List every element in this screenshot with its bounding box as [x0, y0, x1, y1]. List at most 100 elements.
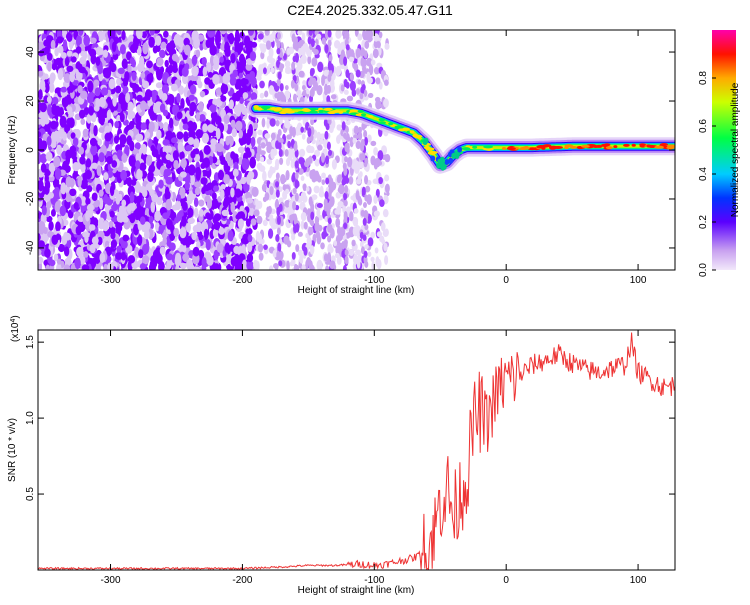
heatmap-noise-cell	[309, 226, 314, 235]
heatmap-noise-cell	[121, 58, 128, 70]
heatmap-noise-cell	[80, 50, 86, 57]
heatmap-noise-cell	[342, 265, 347, 270]
heatmap-noise-cell	[297, 231, 303, 237]
snr-ytick-label: 1.0	[25, 411, 36, 425]
heatmap-noise-cell	[362, 30, 367, 39]
heatmap-noise-cell	[324, 130, 329, 140]
heatmap-noise-cell	[126, 51, 132, 61]
heatmap-noise-cell	[199, 114, 206, 123]
heatmap-noise-cell	[292, 55, 297, 63]
snr-ytick-label: 0.5	[25, 487, 36, 501]
heatmap-noise-cell	[82, 128, 89, 138]
heatmap-noise-cell	[337, 201, 344, 208]
heatmap-noise-cell	[212, 185, 220, 192]
heatmap-noise-cell	[235, 120, 243, 131]
heatmap-noise-cell	[355, 249, 362, 256]
heatmap-noise-cell	[73, 201, 79, 210]
heatmap-noise-cell	[48, 221, 54, 231]
heatmap-noise-cell	[232, 69, 238, 78]
heatmap-noise-cell	[316, 259, 323, 270]
heatmap-noise-cell	[56, 258, 62, 265]
heatmap-noise-cell	[375, 77, 381, 85]
heatmap-noise-cell	[364, 260, 369, 268]
heatmap-noise-cell	[48, 191, 54, 199]
heatmap-noise-cell	[163, 30, 169, 38]
heatmap-noise-cell	[382, 209, 389, 218]
heatmap-noise-cell	[337, 230, 344, 242]
heatmap-noise-cell	[276, 48, 281, 55]
heatmap-noise-cell	[129, 201, 136, 212]
heatmap-noise-cell	[91, 236, 99, 245]
heatmap-noise-cell	[69, 188, 77, 197]
heatmap-noise-cell	[260, 51, 265, 60]
heatmap-noise-cell	[264, 90, 269, 98]
snr-multiplier: (x104)	[10, 315, 22, 342]
heatmap-noise-cell	[283, 235, 290, 245]
heatmap-ridge-peak	[605, 146, 613, 150]
heatmap-noise-cell	[299, 148, 306, 157]
heatmap-noise-cell	[189, 264, 195, 270]
heatmap-ridge-peak	[581, 144, 590, 148]
heatmap-noise-cell	[114, 121, 120, 129]
heatmap-noise-cell	[205, 239, 211, 251]
heatmap-noise-cell	[223, 174, 230, 185]
heatmap-noise-cell	[357, 33, 363, 41]
heatmap-noise-cell	[93, 125, 98, 137]
heatmap-noise-cell	[129, 213, 136, 224]
heatmap-noise-cell	[249, 51, 257, 62]
heatmap-noise-cell	[367, 36, 372, 43]
heatmap-noise-cell	[165, 198, 173, 211]
heatmap-noise-cell	[228, 159, 233, 167]
heatmap-noise-cell	[263, 244, 268, 250]
snr-xtick-label: -200	[232, 575, 252, 586]
heatmap-noise-cell	[309, 88, 314, 97]
heatmap-noise-cell	[165, 130, 173, 139]
heatmap-noise-cell	[253, 122, 258, 130]
heatmap-noise-cell	[38, 130, 42, 138]
heatmap-noise-cell	[68, 117, 75, 129]
heatmap-noise-cell	[182, 253, 190, 262]
heatmap-noise-cell	[191, 231, 197, 241]
heatmap-noise-cell	[150, 144, 156, 152]
heatmap-noise-cell	[323, 198, 328, 208]
colorbar-tick-label: 0.2	[698, 215, 709, 229]
heatmap-noise-cell	[335, 191, 342, 199]
heatmap-noise-cell	[270, 132, 276, 140]
heatmap-noise-cell	[314, 149, 321, 157]
heatmap-noise-cell	[237, 146, 245, 154]
heatmap-noise-cell	[324, 191, 329, 200]
heatmap-noise-cell	[122, 77, 129, 87]
heatmap-ridge-peak	[261, 105, 269, 109]
heatmap-noise-cell	[186, 235, 193, 246]
heatmap-noise-cell	[78, 66, 87, 74]
heatmap-noise-cell	[230, 119, 236, 128]
colorbar-ticks: 0.0 0.2 0.4 0.6 0.8	[698, 71, 716, 277]
heatmap-noise-cell	[343, 199, 348, 207]
heatmap-noise-cell	[357, 131, 363, 140]
heatmap-ridge-peak	[486, 147, 493, 151]
heatmap-noise-cell	[373, 66, 380, 75]
heatmap-noise-cell	[72, 137, 79, 147]
heatmap-noise-cell	[198, 208, 204, 217]
heatmap-noise-cell	[78, 146, 85, 155]
heatmap-noise-cell	[250, 92, 258, 101]
heatmap-noise-cell	[225, 135, 230, 146]
heatmap-noise-cell	[293, 224, 298, 234]
heatmap-noise-cell	[363, 130, 368, 139]
heatmap-noise-cell	[97, 236, 103, 246]
heatmap-noise-cell	[300, 175, 305, 182]
heatmap-noise-cell	[364, 40, 370, 50]
heatmap-noise-cell	[77, 215, 83, 222]
heatmap-noise-cell	[250, 41, 258, 48]
heatmap-noise-cell	[98, 197, 104, 210]
heatmap-noise-cell	[379, 235, 385, 243]
heatmap-noise-cell	[189, 101, 197, 113]
heatmap-ridge-peak	[378, 118, 386, 122]
heatmap-noise-cell	[241, 56, 247, 68]
heatmap-noise-cell	[95, 98, 101, 109]
heatmap-noise-cell	[336, 124, 342, 131]
heatmap-noise-cell	[256, 69, 262, 79]
heatmap-noise-cell	[197, 230, 203, 241]
heatmap-noise-cell	[297, 30, 303, 36]
